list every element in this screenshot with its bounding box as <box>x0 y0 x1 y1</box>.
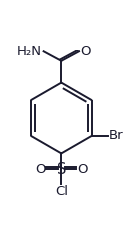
Text: H₂N: H₂N <box>17 45 42 58</box>
Text: O: O <box>77 163 88 176</box>
Text: O: O <box>35 163 45 176</box>
Text: S: S <box>57 162 66 177</box>
Text: O: O <box>81 45 91 58</box>
Text: Br: Br <box>109 129 123 142</box>
Text: Cl: Cl <box>55 185 68 198</box>
